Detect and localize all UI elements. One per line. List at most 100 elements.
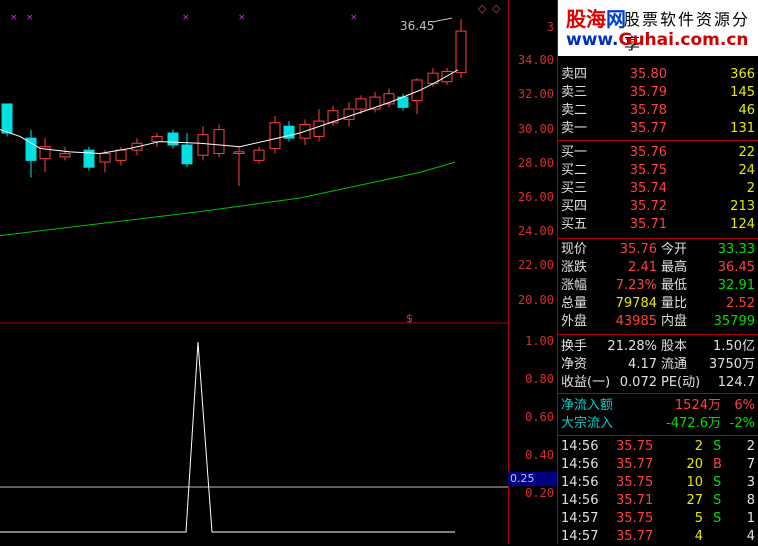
tick-time: 14:56 [561, 439, 599, 454]
flow-row: 大宗流入 -472.6万 -2% [558, 415, 758, 433]
bid-label: 买五 [561, 217, 588, 232]
bid-label: 买一 [561, 145, 588, 160]
tick-time: 14:56 [561, 457, 599, 472]
tick-price: 35.77 [616, 457, 654, 472]
quote-value: 43985 [615, 314, 657, 329]
bid-price: 35.76 [629, 145, 667, 160]
candle-body [253, 149, 265, 161]
quote-row: 外盘 43985 内盘 35799 [558, 313, 758, 331]
tick-price: 35.71 [616, 493, 654, 508]
quote-value: 2.52 [726, 296, 755, 311]
candle-body [25, 137, 37, 161]
candle-body [99, 153, 111, 163]
price-tick: 32.00 [517, 87, 554, 102]
price-tick: 22.00 [517, 258, 554, 273]
price-tick: 3 [546, 20, 554, 34]
fundamental-row: 收益(一) 0.072 PE(动) 124.7 [558, 374, 758, 392]
ask-price: 35.79 [629, 85, 667, 100]
quote-label: 今开 [661, 242, 688, 257]
bid-price: 35.71 [629, 217, 667, 232]
tick-time: 14:57 [561, 529, 599, 544]
ask-label: 卖四 [561, 67, 588, 82]
candle-body [313, 120, 325, 137]
flow-pct: 6% [734, 398, 755, 413]
candle-body [59, 153, 71, 158]
price-tick: 24.00 [517, 224, 554, 239]
tick-side: S [713, 493, 722, 508]
quote-row: 涨跌 2.41 最高 36.45 [558, 259, 758, 277]
bid-price: 35.75 [629, 163, 667, 178]
bid-volume: 213 [730, 199, 755, 214]
guhai-logo: 股海网 股票软件资源分享 www.Guhai.com.cn [558, 0, 758, 56]
ask-row: 卖二 35.78 46 [558, 102, 758, 120]
tick-count: 4 [746, 529, 755, 544]
tick-row: 14:56 35.71 27 S 8 [558, 492, 758, 510]
tick-count: 8 [746, 493, 755, 508]
ask-volume: 145 [730, 85, 755, 100]
tick-count: 7 [746, 457, 755, 472]
candles [1, 19, 467, 187]
candle-body [167, 132, 179, 146]
quote-value: 35799 [713, 314, 755, 329]
signal-mark: × [26, 13, 34, 23]
tick-count: 2 [746, 439, 755, 454]
tick-row: 14:57 35.77 4 4 [558, 528, 758, 546]
fundamental-label: PE(动) [661, 375, 701, 390]
ask-volume: 131 [730, 121, 755, 136]
dividend-marker-icon: $ [406, 312, 413, 325]
bid-row: 买五 35.71 124 [558, 216, 758, 234]
bid-label: 买二 [561, 163, 588, 178]
ask-price: 35.77 [629, 121, 667, 136]
fundamental-row: 换手 21.28% 股本 1.50亿 [558, 338, 758, 356]
tick-side: S [713, 439, 722, 454]
quote-label: 外盘 [561, 314, 588, 329]
bid-volume: 2 [746, 181, 755, 196]
ask-price: 35.80 [629, 67, 667, 82]
indicator-value-marker: 0.25 [508, 472, 558, 486]
signal-mark: × [350, 13, 358, 23]
fundamental-label: 股本 [661, 339, 688, 354]
tick-row: 14:57 35.75 5 S 1 [558, 510, 758, 528]
quote-label: 最低 [661, 278, 688, 293]
candle-body [83, 149, 95, 168]
tick-time: 14:56 [561, 493, 599, 508]
quote-value: 79784 [615, 296, 657, 311]
price-tick: 30.00 [517, 121, 554, 136]
high-price-arrow [431, 17, 453, 23]
fundamental-value: 0.072 [619, 375, 657, 390]
quote-value: 32.91 [717, 278, 755, 293]
fundamental-value: 21.28% [607, 339, 657, 354]
fundamental-label: 流通 [661, 357, 688, 372]
price-tick: 26.00 [517, 190, 554, 204]
tick-side: S [713, 475, 722, 490]
tick-row: 14:56 35.75 2 S 2 [558, 438, 758, 456]
ask-label: 卖一 [561, 121, 588, 136]
tick-volume: 27 [686, 493, 703, 508]
fundamental-value: 3750万 [708, 357, 755, 372]
candle-body [283, 125, 295, 139]
ask-price: 35.78 [629, 103, 667, 118]
price-tick: 28.00 [517, 155, 554, 170]
tick-time: 14:57 [561, 511, 599, 526]
candlestick-chart[interactable]: 36.45 × × × × × ◇ ◇ $ [0, 0, 508, 544]
quote-value: 2.41 [628, 260, 657, 275]
tick-price: 35.77 [616, 529, 654, 544]
indicator-spike-line [0, 341, 455, 533]
diamond-icon: ◇ [492, 2, 501, 15]
ma-long-line [0, 161, 456, 237]
candle-body [115, 149, 127, 161]
price-tick: 34.00 [517, 53, 554, 68]
ask-label: 卖三 [561, 85, 588, 100]
ma-short-line [0, 69, 459, 155]
flow-pct: -2% [729, 416, 755, 431]
tick-side: S [713, 511, 722, 526]
divider [558, 393, 758, 394]
fundamental-value: 4.17 [628, 357, 657, 372]
tick-volume: 10 [686, 475, 703, 490]
divider [558, 435, 758, 436]
quote-label: 现价 [561, 242, 588, 257]
tick-row: 14:56 35.77 20 B 7 [558, 456, 758, 474]
quote-label: 总量 [561, 296, 588, 311]
tick-volume: 4 [694, 529, 703, 544]
indicator-tick: 0.80 [525, 372, 554, 386]
